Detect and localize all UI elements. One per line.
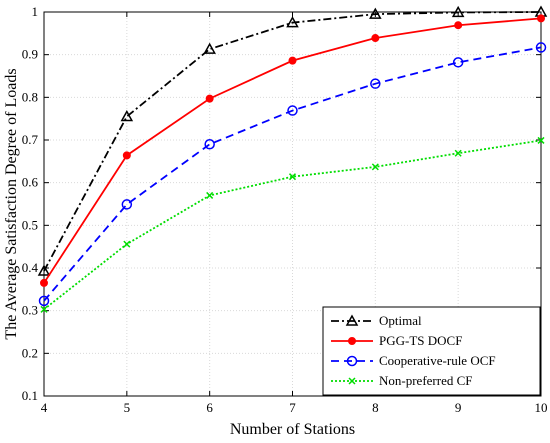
data-point	[40, 278, 48, 287]
x-axis-label: Number of Stations	[230, 421, 355, 438]
data-point	[454, 21, 463, 30]
data-point	[204, 139, 215, 150]
x-tick-label: 6	[206, 400, 213, 415]
data-point	[370, 78, 381, 89]
x-tick-label: 5	[124, 400, 131, 415]
x-tick-label: 7	[289, 400, 296, 415]
x-tick-label: 8	[372, 400, 379, 415]
data-point	[369, 7, 382, 19]
y-tick-label: 0.3	[22, 303, 38, 318]
legend-item: Cooperative-rule OCF	[331, 353, 496, 368]
y-tick-label: 0.2	[22, 345, 38, 360]
legend-item: Non-preferred CF	[331, 373, 473, 388]
data-point	[371, 34, 380, 43]
data-point	[345, 314, 359, 326]
data-point	[121, 199, 133, 210]
data-point	[120, 109, 134, 122]
y-tick-label: 1	[32, 4, 39, 19]
data-point	[346, 355, 358, 367]
data-point	[287, 105, 298, 116]
data-point	[288, 56, 297, 65]
data-point	[451, 5, 465, 18]
legend-item: PGG-TS DOCF	[331, 333, 462, 348]
data-point	[348, 337, 356, 345]
data-point	[535, 42, 547, 53]
y-tick-label: 0.9	[22, 47, 38, 62]
data-point	[371, 163, 379, 171]
x-tick-label: 10	[535, 400, 548, 415]
legend-label: Optimal	[379, 313, 422, 328]
series-3	[40, 136, 545, 313]
data-point	[537, 14, 545, 23]
data-series	[37, 5, 548, 313]
data-point	[38, 295, 50, 307]
data-point	[37, 264, 51, 276]
series-2	[38, 42, 547, 307]
y-tick-label: 0.6	[22, 175, 39, 190]
data-point	[40, 305, 48, 313]
data-point	[206, 191, 214, 199]
y-tick-label: 0.8	[22, 89, 38, 104]
y-tick-label: 0.1	[22, 388, 38, 403]
series-line	[43, 46, 542, 302]
data-point	[286, 16, 299, 28]
data-point	[537, 136, 545, 144]
series-0	[37, 5, 548, 276]
x-tick-label: 4	[41, 400, 48, 415]
y-tick-label: 0.7	[22, 132, 39, 147]
legend-label: Cooperative-rule OCF	[379, 353, 496, 368]
data-point	[454, 149, 462, 157]
legend: Optimal PGG-TS DOCF Cooperative-rule OCF No…	[322, 306, 541, 396]
data-point	[348, 377, 356, 385]
data-point	[452, 57, 464, 68]
y-tick-label: 0.4	[22, 260, 39, 275]
data-point	[288, 173, 297, 181]
data-point	[203, 42, 216, 54]
data-point	[123, 240, 131, 248]
data-point	[122, 151, 131, 160]
legend-label: Non-preferred CF	[379, 373, 473, 388]
series-line	[43, 11, 542, 272]
x-tick-label: 9	[455, 400, 462, 415]
legend-label: PGG-TS DOCF	[379, 333, 462, 348]
series-1	[40, 14, 545, 287]
data-point	[205, 94, 214, 103]
y-axis-label: The Average Satisfaction Degree of Loads	[3, 68, 20, 339]
y-tick-label: 0.5	[22, 217, 38, 232]
legend-item: Optimal	[331, 313, 422, 328]
